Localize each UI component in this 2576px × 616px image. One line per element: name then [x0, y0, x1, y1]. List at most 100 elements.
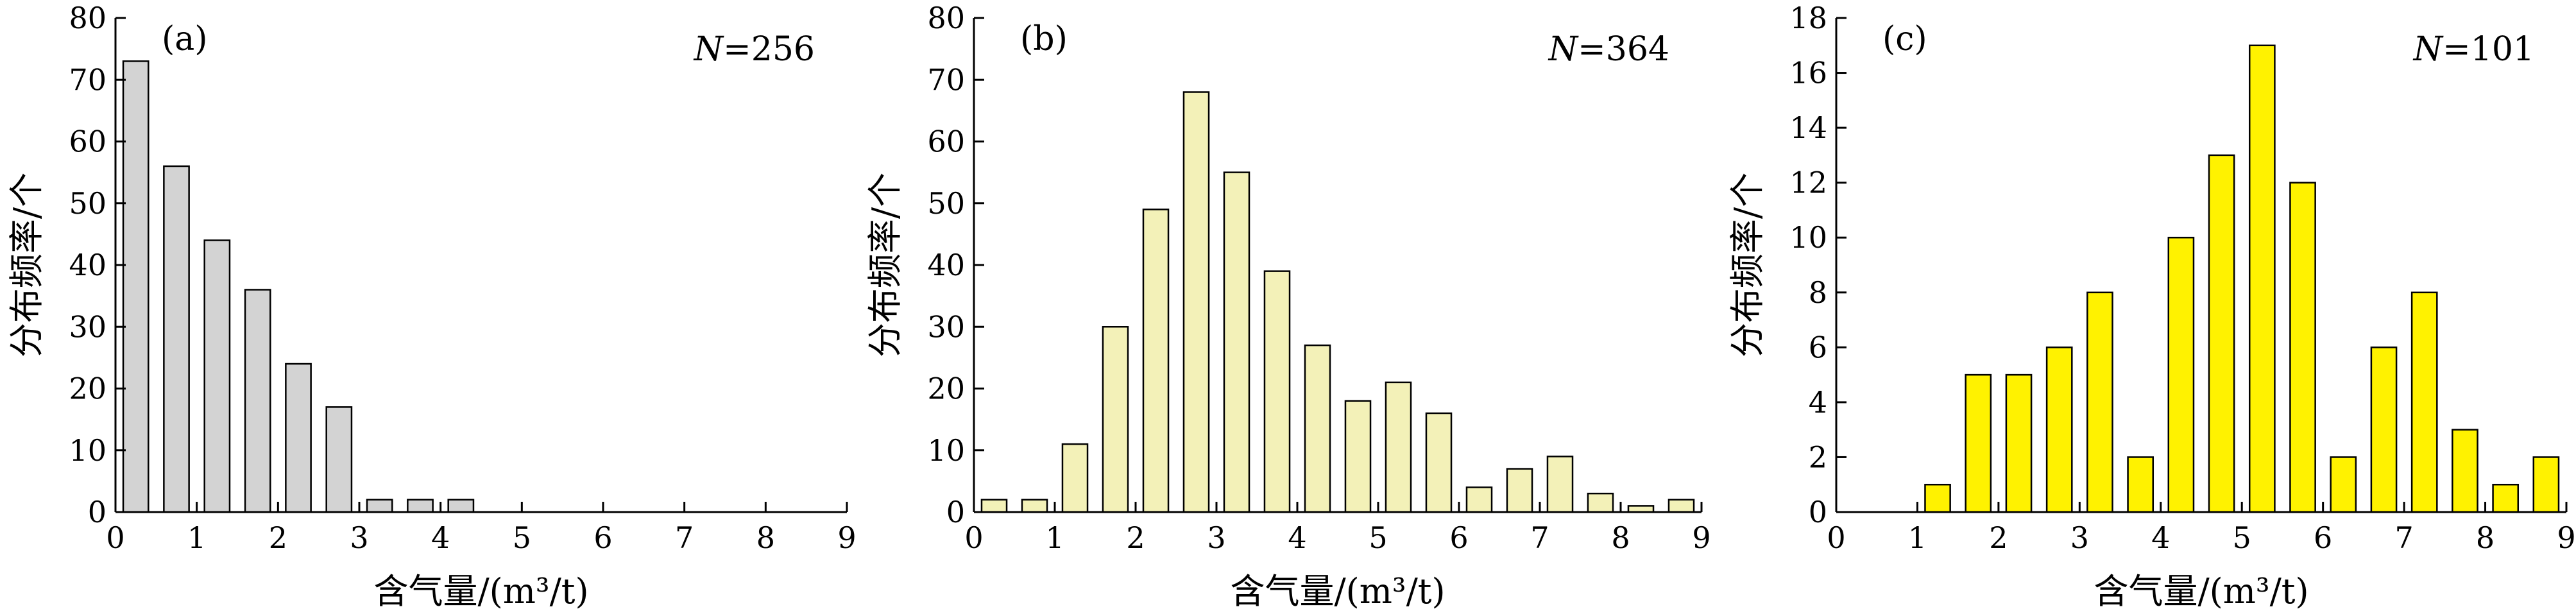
bar: [2005, 373, 2033, 513]
bar: [2330, 456, 2357, 513]
bar: [1385, 381, 1412, 513]
x-tick-label: 1: [1908, 520, 1927, 555]
panel-label: (c): [1882, 20, 1927, 58]
bar: [1021, 499, 1048, 513]
y-tick-label: 70: [69, 62, 107, 97]
bar: [1425, 412, 1453, 513]
bar: [1061, 443, 1089, 513]
bar: [2045, 346, 2073, 513]
y-tick-label: 20: [69, 372, 107, 406]
x-axis-title: 含气量/(m³/t): [373, 571, 588, 612]
bar: [1142, 209, 1170, 513]
y-tick-label: 20: [927, 372, 965, 406]
bar: [203, 239, 231, 513]
x-tick-label: 5: [1369, 520, 1387, 555]
bar: [980, 499, 1008, 513]
bar: [2452, 429, 2478, 513]
bar: [1924, 483, 1951, 513]
y-tick-label: 30: [69, 309, 107, 344]
y-tick-label: 40: [927, 248, 965, 282]
x-tick-label: 4: [1288, 520, 1306, 555]
x-tick-label: 2: [1126, 520, 1145, 555]
bar: [122, 60, 149, 513]
bar: [2167, 236, 2195, 513]
y-tick-label: 30: [927, 309, 965, 344]
bar: [1965, 373, 1992, 513]
x-axis-title: 含气量/(m³/t): [2094, 571, 2308, 612]
y-tick-label: 60: [927, 124, 965, 159]
bar: [2127, 456, 2154, 513]
sample-count-label: N=256: [693, 30, 815, 69]
x-tick-label: 8: [756, 520, 775, 555]
y-tick-label: 12: [1789, 166, 1827, 200]
bar: [1546, 456, 1574, 513]
x-tick-label: 5: [513, 520, 531, 555]
bar: [2248, 44, 2276, 513]
bar: [325, 406, 353, 513]
sample-count-label: N=101: [2412, 30, 2534, 69]
y-axis-title: 分布频率/个: [6, 173, 47, 357]
bar: [1465, 486, 1493, 513]
x-tick-label: 0: [964, 520, 983, 555]
x-tick-label: 9: [1692, 520, 1710, 555]
x-tick-label: 6: [593, 520, 612, 555]
x-tick-label: 7: [2394, 520, 2413, 555]
bar: [1587, 492, 1614, 513]
y-tick-label: 2: [1809, 440, 1827, 474]
bar: [1102, 326, 1129, 513]
y-tick-label: 6: [1809, 330, 1827, 364]
y-tick-label: 80: [927, 1, 965, 35]
y-tick-label: 4: [1809, 385, 1827, 420]
bar: [2410, 291, 2438, 513]
bar: [285, 363, 312, 513]
x-tick-label: 5: [2233, 520, 2251, 555]
bar: [447, 499, 475, 513]
y-tick-label: 50: [927, 186, 965, 221]
x-tick-label: 8: [1611, 520, 1630, 555]
x-tick-label: 8: [2476, 520, 2495, 555]
bar: [1263, 270, 1291, 513]
y-axis-title: 分布频率/个: [1727, 173, 1768, 357]
y-tick-label: 60: [69, 124, 107, 159]
panel-label: (b): [1020, 20, 1068, 58]
y-tick-label: 0: [88, 495, 107, 529]
panel-label: (a): [162, 20, 208, 58]
bar: [366, 499, 393, 513]
bar: [1223, 171, 1250, 513]
y-tick-label: 8: [1809, 275, 1827, 310]
y-tick-label: 10: [927, 433, 965, 468]
y-tick-label: 0: [946, 495, 965, 529]
bar: [1182, 91, 1210, 513]
x-tick-label: 0: [1827, 520, 1845, 555]
chart-panel-2: 0 10 20 30 40 50 60 70 80 0 1 2 3 4 5 6 7 8 9 (b) N=364 含气量/(…: [865, 1, 1711, 612]
y-axis-title: 分布频率/个: [865, 173, 905, 357]
sample-count-label: N=364: [1548, 30, 1669, 69]
bar: [2370, 346, 2398, 513]
x-tick-label: 1: [187, 520, 206, 555]
y-tick-label: 18: [1789, 1, 1827, 35]
bar: [1506, 468, 1533, 513]
y-tick-label: 70: [927, 62, 965, 97]
x-tick-label: 3: [2070, 520, 2089, 555]
y-tick-label: 10: [1789, 220, 1827, 255]
chart-panel-1: 0 10 20 30 40 50 60 70 80 0 1 2 3 4 5 6 7 8 9 (a) N=256 含气量/(…: [6, 1, 857, 612]
x-axis-title: 含气量/(m³/t): [1230, 571, 1445, 612]
y-tick-label: 10: [69, 433, 107, 468]
y-tick-label: 14: [1789, 110, 1827, 145]
x-tick-label: 1: [1045, 520, 1064, 555]
bar: [2208, 154, 2235, 513]
x-tick-label: 6: [1449, 520, 1468, 555]
x-tick-label: 7: [1530, 520, 1549, 555]
bar: [2492, 483, 2520, 513]
bar: [244, 289, 271, 513]
y-tick-label: 50: [69, 186, 107, 221]
x-tick-label: 9: [837, 520, 856, 555]
x-tick-label: 2: [269, 520, 287, 555]
x-tick-label: 4: [431, 520, 450, 555]
x-tick-label: 7: [675, 520, 694, 555]
x-tick-label: 0: [106, 520, 124, 555]
bar: [2532, 456, 2560, 513]
bar: [2289, 182, 2316, 513]
